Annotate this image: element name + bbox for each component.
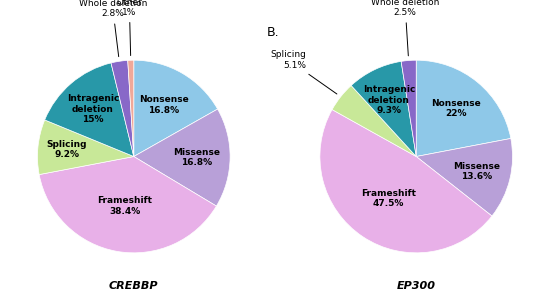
Text: Splicing
5.1%: Splicing 5.1% <box>271 51 337 94</box>
Text: Whole deletion
2.8%: Whole deletion 2.8% <box>79 0 147 57</box>
Wedge shape <box>45 63 134 157</box>
Wedge shape <box>134 109 230 206</box>
Text: B.: B. <box>267 26 279 39</box>
Wedge shape <box>134 60 218 157</box>
Wedge shape <box>37 120 134 175</box>
Wedge shape <box>332 85 416 157</box>
Text: Other
1%: Other 1% <box>117 0 142 56</box>
Wedge shape <box>351 61 416 157</box>
Title: CREBBP: CREBBP <box>109 281 158 290</box>
Wedge shape <box>416 138 513 216</box>
Wedge shape <box>401 60 416 157</box>
Text: Nonsense
22%: Nonsense 22% <box>431 99 481 118</box>
Wedge shape <box>39 157 216 253</box>
Text: Intragenic
deletion
15%: Intragenic deletion 15% <box>67 94 119 124</box>
Title: EP300: EP300 <box>397 281 436 290</box>
Wedge shape <box>128 60 134 157</box>
Wedge shape <box>320 110 492 253</box>
Text: Nonsense
16.8%: Nonsense 16.8% <box>139 95 189 115</box>
Text: Missense
16.8%: Missense 16.8% <box>173 147 220 167</box>
Text: Frameshift
38.4%: Frameshift 38.4% <box>97 196 152 216</box>
Text: Whole deletion
2.5%: Whole deletion 2.5% <box>371 0 439 56</box>
Text: Intragenic
deletion
9.3%: Intragenic deletion 9.3% <box>363 85 415 115</box>
Text: Splicing
9.2%: Splicing 9.2% <box>46 140 87 160</box>
Text: Missense
13.6%: Missense 13.6% <box>454 162 501 181</box>
Wedge shape <box>416 60 511 157</box>
Text: Frameshift
47.5%: Frameshift 47.5% <box>361 188 416 208</box>
Wedge shape <box>111 61 134 157</box>
